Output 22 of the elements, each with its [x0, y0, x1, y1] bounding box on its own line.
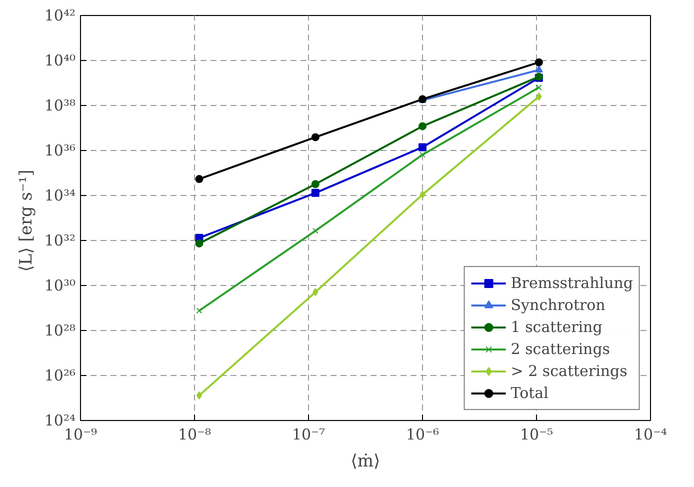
legend-label: Total	[510, 384, 548, 402]
y-tick-label: 10⁴⁰	[44, 52, 76, 70]
legend-label: Synchrotron	[510, 296, 606, 314]
x-axis-title: ⟨ṁ⟩	[350, 452, 380, 472]
y-tick-label: 10³²	[44, 232, 76, 250]
y-tick-label: 10⁴²	[44, 6, 76, 24]
y-tick-label: 10³⁶	[44, 142, 76, 160]
x-tick-label: 10⁻⁸	[178, 426, 212, 444]
legend-label: 1 scattering	[510, 318, 602, 336]
y-tick-label: 10³⁴	[44, 186, 76, 204]
x-tick-label: 10⁻⁷	[292, 426, 326, 444]
y-tick-label: 10²⁶	[44, 366, 76, 384]
y-tick-label: 10³⁸	[44, 96, 76, 114]
x-tick-label: 10⁻⁵	[520, 426, 554, 444]
legend-label: 2 scatterings	[510, 340, 610, 358]
x-tick-label: 10⁻⁶	[406, 426, 440, 444]
x-tick-label: 10⁻⁴	[634, 426, 668, 444]
y-tick-label: 10³⁰	[44, 276, 76, 294]
legend-label: Bremsstrahlung	[510, 274, 633, 292]
y-tick-label: 10²⁸	[44, 322, 76, 340]
legend-label: > 2 scatterings	[510, 362, 628, 380]
y-axis-title: ⟨L⟩ [erg s⁻¹]	[16, 170, 36, 272]
